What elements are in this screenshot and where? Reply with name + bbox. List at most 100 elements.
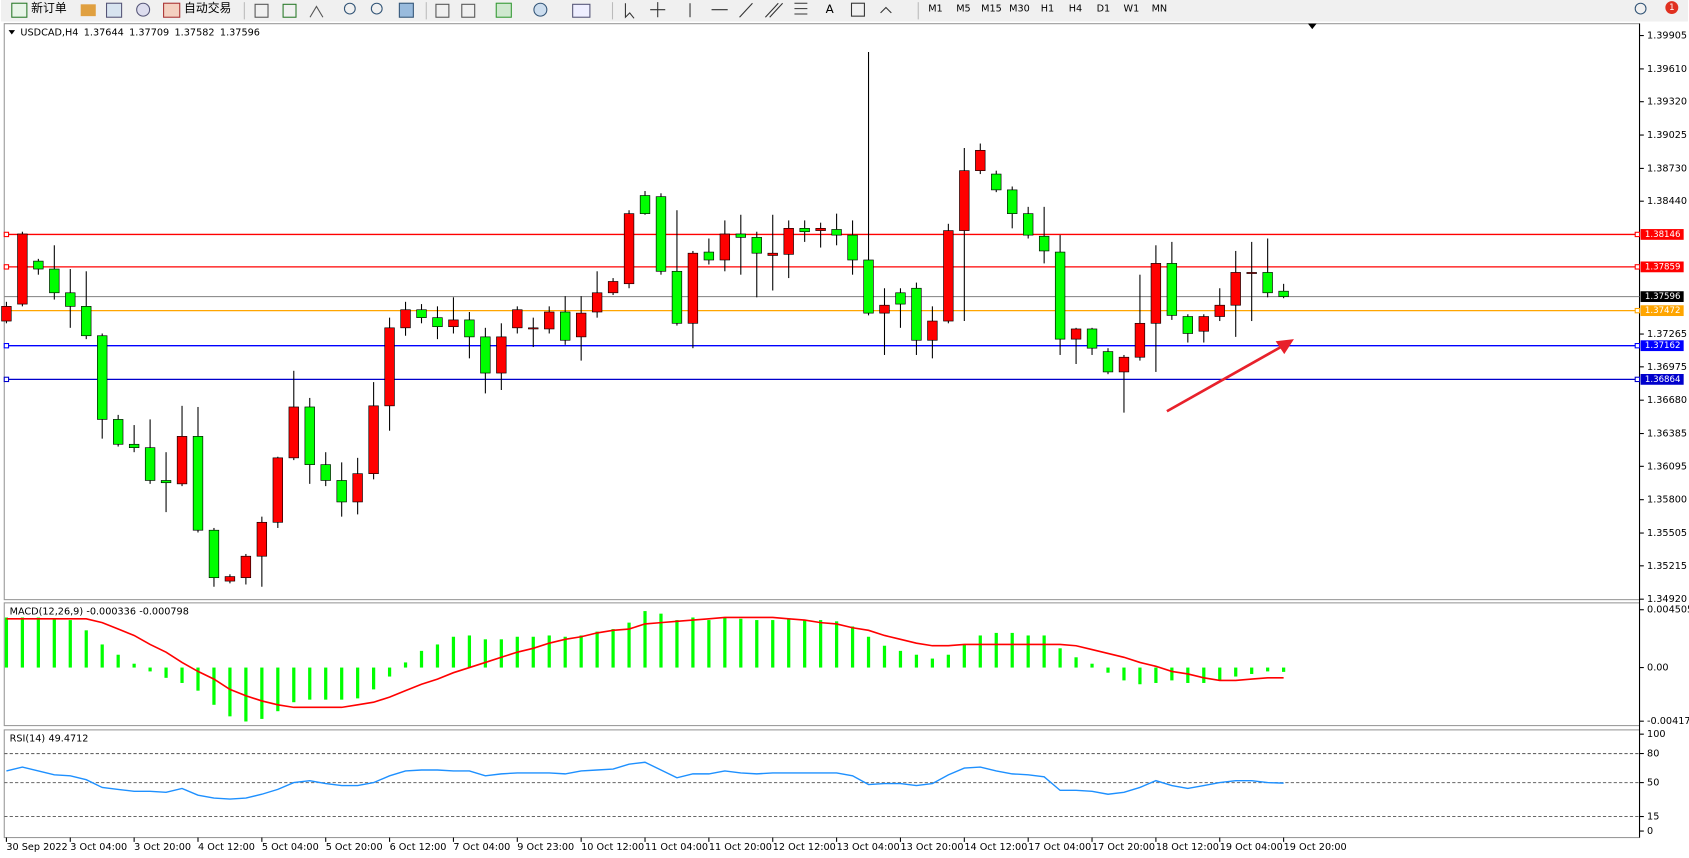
macd-bar (611, 629, 615, 668)
toolbar-icon[interactable] (136, 2, 151, 17)
toolbar-icon[interactable] (105, 2, 123, 18)
candle-body (320, 464, 331, 481)
toolbar-icon[interactable] (254, 3, 269, 18)
candle-body (767, 252, 778, 256)
macd-bar (643, 611, 647, 668)
candle-body (17, 233, 28, 305)
candle-body (655, 196, 667, 272)
y-tick-label: 1.39320 (1647, 97, 1687, 108)
macd-bar (196, 667, 200, 691)
candle-body (528, 327, 539, 330)
alert-badge[interactable] (1665, 1, 1679, 14)
macd-bar (803, 620, 807, 668)
x-tick-label: 11 Oct 04:00 (645, 842, 708, 853)
toolbar-icon[interactable] (435, 3, 450, 18)
macd-bar (180, 667, 184, 683)
new-order-button[interactable]: 新订单 (31, 1, 67, 15)
candle-body (144, 447, 156, 481)
macd-bar (132, 663, 136, 668)
macd-bar (1090, 663, 1094, 668)
macd-bar (292, 667, 296, 703)
candle-body (1, 306, 12, 322)
macd-bar (1138, 667, 1142, 685)
macd-bar (467, 635, 472, 668)
macd-bar (68, 620, 72, 668)
search[interactable] (1634, 2, 1647, 15)
panel-header: MACD(12,26,9) -0.000336 -0.000798 (10, 606, 189, 617)
timeframe-button[interactable]: H4 (1069, 4, 1082, 15)
level-label-box (1640, 261, 1684, 273)
candle-body (448, 319, 459, 328)
zoom-in[interactable] (343, 2, 356, 15)
candle-body (831, 229, 842, 236)
toolbar-icon[interactable] (80, 4, 96, 17)
level-label-box (1640, 374, 1684, 385)
x-tick-label: 10 Oct 12:00 (581, 842, 644, 853)
timeframe-button[interactable]: W1 (1124, 4, 1140, 15)
macd-bar (1074, 657, 1078, 668)
candle-body (192, 436, 204, 531)
macd-bar (148, 667, 152, 672)
crosshair-tool[interactable] (650, 2, 666, 18)
level-handle (1634, 231, 1641, 238)
candle-body (368, 405, 379, 475)
new-order-icon[interactable] (11, 2, 28, 18)
zoom-out[interactable] (370, 2, 383, 15)
y-tick-label: 0.00 (1647, 663, 1669, 674)
candle-body (751, 237, 762, 254)
candle-body (959, 170, 970, 231)
timeframe-button[interactable]: M15 (981, 4, 1002, 15)
toolbar-icon[interactable] (282, 3, 297, 18)
x-tick-label: 13 Oct 20:00 (900, 842, 963, 853)
macd-bar (1170, 667, 1174, 681)
toolbar-icon[interactable] (461, 3, 476, 18)
toolbar-icon[interactable] (398, 2, 414, 18)
channel-tool[interactable] (764, 2, 783, 18)
auto-trading-icon[interactable] (163, 2, 181, 18)
macd-bar (882, 645, 887, 668)
candle-body (1182, 316, 1193, 334)
toolbar-icon[interactable] (572, 3, 591, 18)
macd-bar (419, 650, 424, 668)
x-tick-label: 14 Oct 12:00 (964, 842, 1027, 853)
arrow-tool[interactable] (880, 6, 892, 14)
cursor-tool[interactable] (624, 3, 635, 19)
text-tool[interactable]: A (826, 2, 834, 16)
timeframe-button[interactable]: H1 (1041, 4, 1054, 15)
toolbar-icon[interactable] (533, 2, 548, 17)
toolbar-icon[interactable] (309, 5, 324, 18)
macd-bar (84, 630, 88, 668)
fibo-tool[interactable] (794, 2, 808, 15)
candle-body (1134, 322, 1146, 358)
rsi-value: 49.4712 (48, 734, 88, 745)
y-tick-label: 1.36385 (1647, 429, 1687, 440)
macd-bar (946, 654, 950, 668)
macd-bar (675, 620, 679, 668)
ohlc-value: 1.37582 (175, 27, 215, 38)
timeframe-button[interactable]: M5 (956, 4, 971, 15)
macd-bar (1026, 635, 1030, 668)
timeframe-button[interactable]: M1 (928, 4, 943, 15)
candle-body (1150, 263, 1162, 324)
timeframe-button[interactable]: MN (1152, 4, 1168, 15)
candle-body (224, 576, 236, 582)
macd-bar (930, 658, 935, 668)
label-tool[interactable] (850, 2, 865, 17)
macd-bar (914, 654, 919, 668)
trendline-tool[interactable] (739, 2, 753, 18)
macd-bar (52, 618, 56, 668)
candle-body (895, 292, 906, 305)
timeframe-button[interactable]: M30 (1009, 4, 1030, 15)
toolbar-icon[interactable] (495, 2, 512, 18)
macd-bar (1122, 667, 1126, 681)
candle-body (272, 457, 283, 523)
alert-count: 1 (1669, 3, 1674, 13)
candle-body (384, 327, 395, 407)
y-tick-label: 15 (1647, 812, 1659, 823)
timeframe-button[interactable]: D1 (1097, 4, 1111, 15)
timeframes: M1 M5 M15 M30 H1 H4 D1 W1 MN (928, 4, 1167, 15)
y-tick-label: 1.38440 (1647, 196, 1687, 207)
macd-bar (563, 636, 567, 668)
level-label: 1.38146 (1645, 230, 1681, 240)
auto-trading-button[interactable]: 自动交易 (184, 1, 231, 15)
